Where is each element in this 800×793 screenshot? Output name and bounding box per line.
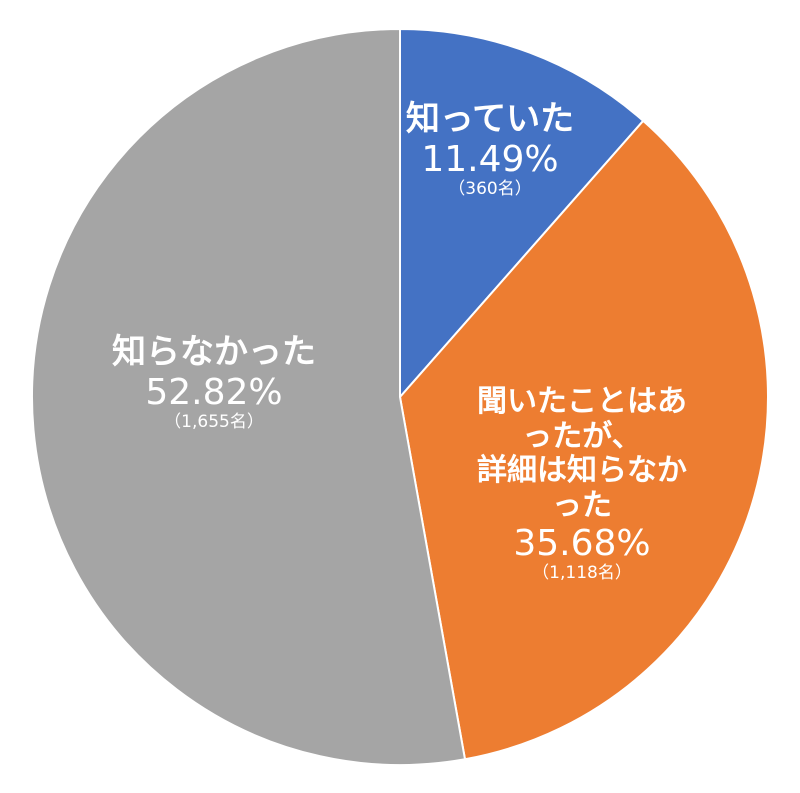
count-label: （360名） [448,179,532,200]
category-label: 聞いたことはあったが、 詳細は知らなかった [477,384,687,523]
count-label: （1,118名） [532,563,632,584]
slice-label: 知っていた 11.49% （360名） [405,99,575,200]
pie-slice [399,27,645,400]
category-label: 知っていた [405,99,575,139]
count-label: （1,655名） [164,412,264,433]
value-label: 35.68% [513,523,651,564]
pie-slice [398,119,769,761]
category-label: 知らなかった [112,332,316,372]
pie-slice [31,27,467,766]
value-label: 52.82% [145,372,283,414]
value-label: 11.49% [421,139,559,181]
slice-label: 知らなかった 52.82% （1,655名） [112,332,316,433]
slice-label: 聞いたことはあったが、 詳細は知らなかった 35.68% （1,118名） [473,384,691,584]
